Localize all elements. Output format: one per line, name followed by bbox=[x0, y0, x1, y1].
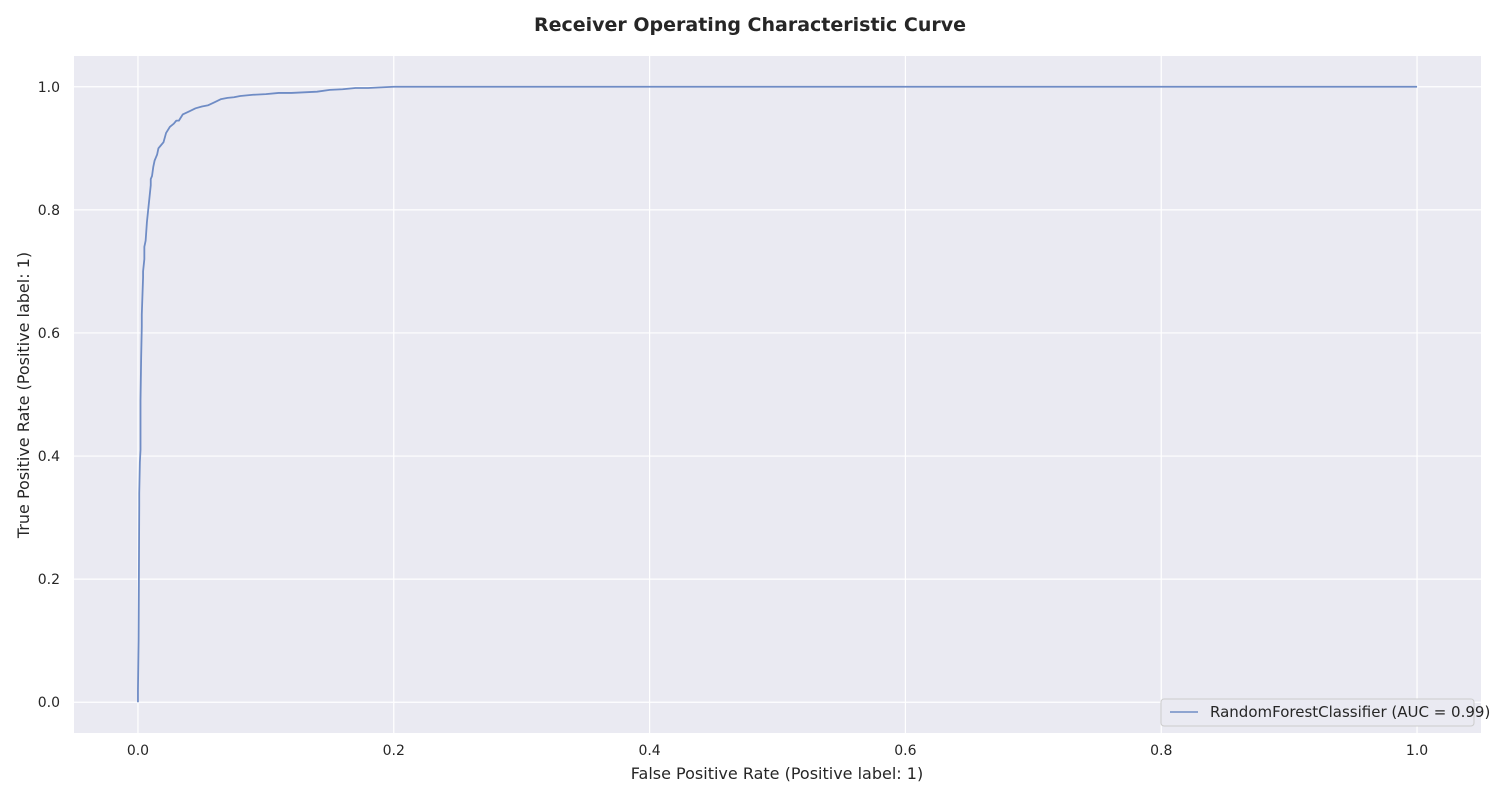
y-tick-label: 0.2 bbox=[38, 572, 60, 588]
series-lines bbox=[137, 85, 1418, 703]
y-tick-label: 0.6 bbox=[38, 326, 60, 342]
roc-curve-line bbox=[137, 85, 1418, 703]
chart-title: Receiver Operating Characteristic Curve bbox=[534, 14, 966, 36]
x-tick-label: 0.6 bbox=[894, 743, 916, 759]
x-tick-label: 0.2 bbox=[383, 743, 405, 759]
legend-box bbox=[1160, 698, 1475, 727]
x-axis-label: False Positive Rate (Positive label: 1) bbox=[631, 764, 923, 783]
legend-entry-label: RandomForestClassifier (AUC = 0.99) bbox=[1210, 703, 1490, 721]
y-tick-label: 0.4 bbox=[38, 449, 60, 465]
x-axis-ticks: 0.0 0.2 0.4 0.6 0.8 1.0 bbox=[127, 743, 1428, 759]
legend: RandomForestClassifier (AUC = 0.99) bbox=[1160, 698, 1490, 727]
plot-area bbox=[74, 56, 1481, 733]
y-tick-label: 0.0 bbox=[38, 695, 60, 711]
y-tick-label: 0.8 bbox=[38, 203, 60, 219]
y-axis-label: True Positive Rate (Positive label: 1) bbox=[14, 252, 33, 539]
y-axis-ticks: 0.0 0.2 0.4 0.6 0.8 1.0 bbox=[38, 80, 60, 711]
x-tick-label: 0.8 bbox=[1150, 743, 1172, 759]
x-tick-label: 1.0 bbox=[1406, 743, 1428, 759]
x-tick-label: 0.0 bbox=[127, 743, 149, 759]
y-tick-label: 1.0 bbox=[38, 80, 60, 96]
x-tick-label: 0.4 bbox=[638, 743, 660, 759]
